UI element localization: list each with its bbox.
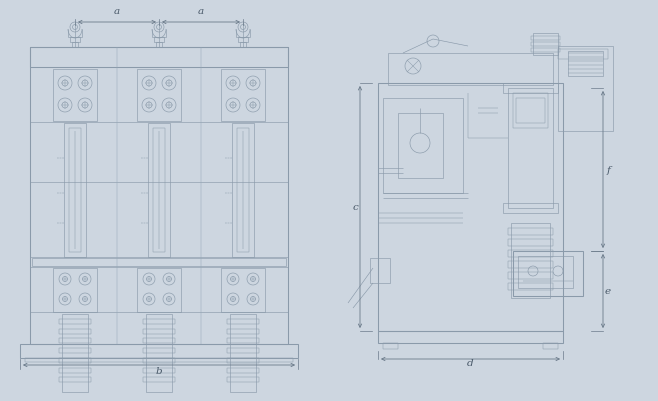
Bar xyxy=(59,319,91,324)
Bar xyxy=(227,368,259,373)
Bar xyxy=(59,329,91,334)
Bar xyxy=(383,343,398,349)
Bar xyxy=(531,37,560,41)
Bar xyxy=(72,43,78,48)
Bar xyxy=(531,43,560,47)
Bar xyxy=(143,319,175,324)
Bar xyxy=(227,329,259,334)
Bar xyxy=(227,377,259,383)
Bar xyxy=(378,84,563,331)
Bar xyxy=(20,344,298,358)
Bar xyxy=(230,314,256,392)
Text: a: a xyxy=(198,7,204,16)
Bar xyxy=(531,49,560,53)
Bar xyxy=(32,258,286,266)
Bar xyxy=(59,377,91,383)
Bar xyxy=(59,358,91,363)
Bar xyxy=(59,368,91,373)
Bar xyxy=(503,84,558,94)
Bar xyxy=(143,348,175,353)
Bar xyxy=(508,250,553,257)
Bar xyxy=(221,70,265,122)
Bar xyxy=(558,47,613,132)
Text: f: f xyxy=(607,166,611,174)
Bar xyxy=(137,268,181,312)
Bar xyxy=(558,50,608,60)
Bar xyxy=(370,258,390,283)
Bar xyxy=(143,329,175,334)
Bar xyxy=(238,38,248,43)
Bar xyxy=(508,239,553,246)
Bar xyxy=(503,203,558,213)
Bar xyxy=(146,314,172,392)
Bar xyxy=(143,377,175,383)
Bar xyxy=(227,319,259,324)
Bar xyxy=(513,251,583,296)
Bar xyxy=(543,343,558,349)
Bar xyxy=(518,256,573,288)
Bar xyxy=(59,338,91,344)
Bar xyxy=(69,129,81,252)
Bar xyxy=(568,52,603,77)
Text: b: b xyxy=(156,366,163,375)
Bar xyxy=(227,348,259,353)
Bar xyxy=(237,129,249,252)
Bar xyxy=(30,48,288,344)
Bar xyxy=(383,99,463,194)
Bar xyxy=(62,314,88,392)
Bar xyxy=(59,348,91,353)
Text: c: c xyxy=(352,203,358,212)
Bar xyxy=(240,43,246,48)
Bar xyxy=(25,358,293,362)
Bar xyxy=(70,38,80,43)
Bar xyxy=(64,124,86,257)
Bar xyxy=(516,99,545,124)
Text: a: a xyxy=(114,7,120,16)
Bar xyxy=(143,338,175,344)
Bar xyxy=(30,48,288,68)
Bar xyxy=(508,229,553,235)
Bar xyxy=(227,338,259,344)
Bar xyxy=(398,114,443,178)
Bar xyxy=(508,283,553,290)
Bar xyxy=(378,331,563,343)
Bar xyxy=(143,358,175,363)
Text: d: d xyxy=(467,358,474,367)
Bar xyxy=(53,268,97,312)
Bar xyxy=(143,368,175,373)
Bar xyxy=(148,124,170,257)
Text: e: e xyxy=(605,287,611,296)
Bar xyxy=(533,34,558,56)
Bar xyxy=(232,124,254,257)
Bar xyxy=(227,358,259,363)
Bar xyxy=(154,38,164,43)
Bar xyxy=(508,89,553,209)
Bar xyxy=(513,94,548,129)
Bar xyxy=(221,268,265,312)
Bar xyxy=(388,54,553,86)
Bar xyxy=(508,261,553,268)
Bar xyxy=(137,70,181,122)
Bar xyxy=(53,70,97,122)
Bar xyxy=(511,223,550,298)
Bar xyxy=(508,272,553,279)
Bar xyxy=(156,43,162,48)
Bar xyxy=(153,129,165,252)
